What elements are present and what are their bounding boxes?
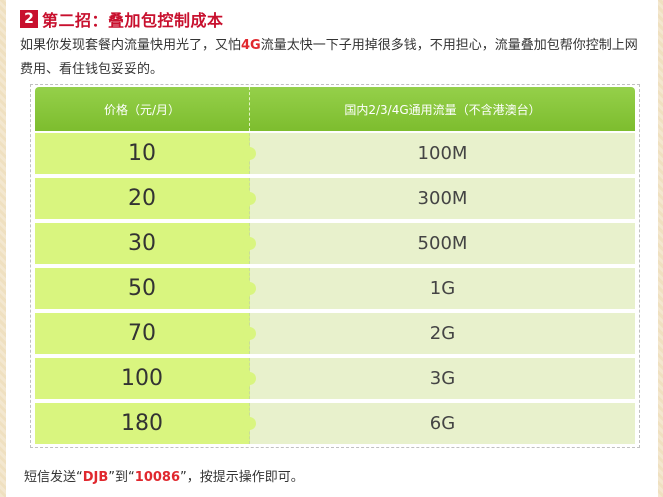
footer-instruction: 短信发送“DJB”到“10086”，按提示操作即可。 (24, 466, 304, 485)
step-number-badge: 2 (20, 10, 38, 28)
table-row: 180 6G (35, 403, 635, 444)
sms-code: DJB (82, 470, 109, 485)
footer-mid: ”到“ (108, 470, 135, 485)
article-page: 2 第二招：叠加包控制成本 如果你发现套餐内流量快用光了，又怕4G流量太快一下子… (6, 0, 658, 497)
table-row: 50 1G (35, 268, 635, 309)
flow-cell: 6G (250, 403, 635, 444)
description-highlight: 4G (241, 38, 261, 53)
description-paragraph: 如果你发现套餐内流量快用光了，又怕4G流量太快一下子用掉很多钱，不用担心，流量叠… (20, 34, 650, 82)
table-row: 10 100M (35, 133, 635, 174)
table-row: 70 2G (35, 313, 635, 354)
price-cell: 70 (35, 313, 256, 354)
page-border-right (658, 0, 663, 497)
table-header: 价格（元/月） 国内2/3/4G通用流量（不含港澳台） (35, 87, 635, 131)
data-package-table: 价格（元/月） 国内2/3/4G通用流量（不含港澳台） 10 100M 20 3… (30, 84, 640, 448)
flow-cell: 2G (250, 313, 635, 354)
price-cell: 50 (35, 268, 256, 309)
flow-cell: 3G (250, 358, 635, 399)
section-title: 第二招：叠加包控制成本 (42, 11, 224, 30)
section-heading: 2 第二招：叠加包控制成本 (20, 7, 224, 31)
description-text-1: 如果你发现套餐内流量快用光了，又怕 (20, 38, 242, 53)
table-row: 100 3G (35, 358, 635, 399)
table-row: 20 300M (35, 178, 635, 219)
header-price: 价格（元/月） (35, 87, 250, 131)
flow-cell: 1G (250, 268, 635, 309)
header-flow: 国内2/3/4G通用流量（不含港澳台） (344, 102, 541, 117)
flow-cell: 100M (250, 133, 635, 174)
price-cell: 20 (35, 178, 256, 219)
price-cell: 30 (35, 223, 256, 264)
flow-cell: 500M (250, 223, 635, 264)
description-text-2: 流量太快一下子用掉很多钱，不用担心，流量叠加包帮你控制上网费用、看住钱包妥妥的。 (20, 38, 638, 77)
footer-prefix: 短信发送“ (24, 470, 83, 485)
price-cell: 10 (35, 133, 256, 174)
price-cell: 100 (35, 358, 256, 399)
footer-suffix: ”，按提示操作即可。 (180, 470, 304, 485)
sms-number: 10086 (134, 470, 181, 485)
flow-cell: 300M (250, 178, 635, 219)
page-border-left (0, 0, 8, 497)
table-row: 30 500M (35, 223, 635, 264)
price-cell: 180 (35, 403, 256, 444)
